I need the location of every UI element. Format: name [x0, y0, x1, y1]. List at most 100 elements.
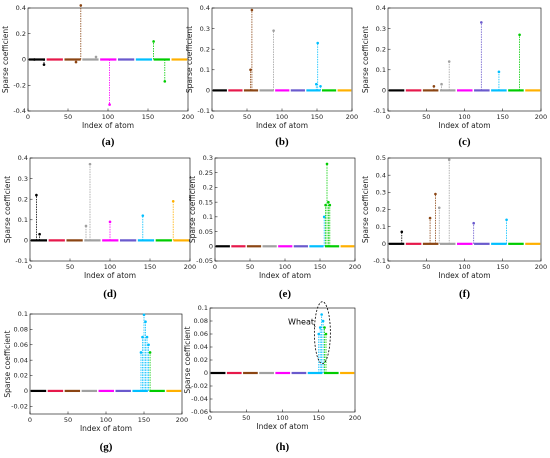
- y-tick-label: 0: [204, 369, 208, 377]
- y-tick-label: 0: [209, 242, 213, 250]
- x-tick-label: 150: [497, 113, 509, 121]
- x-tick-label: 50: [422, 263, 430, 271]
- stem-marker: [163, 80, 167, 83]
- plot-frame: [214, 157, 356, 262]
- x-tick-label: 200: [535, 263, 547, 271]
- y-tick-label: -0.4: [13, 107, 26, 115]
- stem-marker: [400, 230, 404, 234]
- stem-marker: [316, 41, 320, 45]
- x-tick-label: 100: [100, 416, 112, 424]
- stem-marker: [317, 332, 321, 336]
- x-axis-label: Index of atom: [438, 121, 490, 130]
- stem-marker: [315, 82, 318, 86]
- annotation-arrow: [313, 325, 316, 328]
- y-tick-label: -0.1: [373, 257, 386, 265]
- y-tick-label: -0.1: [197, 107, 210, 115]
- stem-marker: [324, 203, 327, 207]
- stem-marker: [250, 8, 254, 12]
- plot-frame: [387, 157, 542, 262]
- stem-marker: [108, 220, 112, 224]
- y-tick-label: 0.08: [194, 317, 208, 325]
- x-axis-label: Index of atom: [84, 271, 136, 280]
- y-tick-label: 0.2: [200, 45, 210, 53]
- x-tick-label: 50: [246, 263, 254, 271]
- x-tick-label: 200: [349, 263, 361, 271]
- stem-marker: [447, 60, 451, 63]
- y-tick-label: 0.4: [376, 171, 386, 179]
- wheat-highlight-ellipse: [313, 301, 331, 365]
- x-tick-label: 50: [64, 416, 72, 424]
- stem-marker: [88, 162, 92, 166]
- panel-caption: (d): [103, 288, 117, 300]
- stem-marker: [437, 206, 441, 210]
- y-tick-label: 0.3: [376, 25, 386, 33]
- stem-marker: [518, 33, 521, 37]
- stem-marker: [320, 313, 323, 316]
- annotation-label: Wheat: [288, 317, 314, 326]
- panel-caption: (e): [279, 288, 292, 300]
- y-tick-label: 0.1: [18, 310, 28, 318]
- x-tick-label: 0: [213, 263, 217, 271]
- x-tick-label: 150: [144, 263, 156, 271]
- stem-marker: [272, 29, 275, 32]
- x-tick-label: 0: [210, 113, 214, 121]
- x-tick-label: 150: [313, 414, 325, 422]
- panel-caption: (c): [458, 136, 471, 148]
- stem-marker: [318, 326, 322, 329]
- plot-frame: [29, 313, 183, 415]
- stem-marker: [322, 215, 326, 219]
- x-tick-label: 50: [66, 263, 74, 271]
- x-axis-label: Index of atom: [256, 422, 308, 431]
- x-tick-label: 50: [64, 113, 72, 121]
- y-tick-label: 0: [24, 387, 28, 395]
- stem-marker: [505, 218, 508, 222]
- y-tick-label: 0.02: [14, 372, 28, 380]
- stem-marker: [152, 40, 155, 43]
- y-axis-label: Sparse coefficient: [183, 326, 192, 393]
- y-tick-label: 0.25: [199, 169, 213, 177]
- plot-frame: [29, 157, 191, 262]
- y-tick-label: 0.1: [203, 213, 213, 221]
- y-tick-label: 0: [382, 240, 386, 248]
- y-tick-label: 0.08: [14, 326, 28, 334]
- stem-marker: [327, 200, 330, 204]
- y-tick-label: 0.04: [14, 356, 28, 364]
- x-tick-label: 200: [182, 113, 194, 121]
- stem-marker: [432, 84, 436, 88]
- stem-marker: [35, 193, 38, 197]
- plot-frame: [387, 7, 542, 112]
- stem-marker: [74, 60, 78, 64]
- y-tick-label: -0.02: [11, 403, 28, 411]
- x-tick-label: 150: [314, 263, 326, 271]
- panel-caption: (a): [102, 136, 115, 148]
- y-axis-label: Sparse coefficient: [3, 330, 12, 397]
- y-tick-label: 0: [24, 237, 28, 245]
- y-tick-label: 0.04: [194, 343, 208, 351]
- x-tick-label: 100: [104, 263, 116, 271]
- y-tick-label: 0.4: [18, 154, 28, 162]
- panel-h: -0.06 -0.04 -0.02 0 0.02 0.04 0.06 0.08 0.1 0 50 10…: [183, 301, 361, 453]
- y-tick-label: 0.02: [194, 356, 208, 364]
- y-tick-label: 0: [206, 87, 210, 95]
- y-tick-label: 0.2: [18, 195, 28, 203]
- y-tick-label: 0.06: [14, 341, 28, 349]
- y-tick-label: -0.1: [15, 257, 28, 265]
- stem-marker: [145, 335, 149, 339]
- y-axis-label: Sparse coefficient: [361, 176, 370, 243]
- x-tick-label: 150: [142, 113, 154, 121]
- plot-frame: [209, 307, 356, 413]
- x-tick-label: 100: [102, 113, 114, 121]
- x-axis-label: Index of atom: [256, 121, 308, 130]
- y-tick-label: -0.05: [196, 257, 213, 265]
- stem-marker: [497, 70, 501, 74]
- x-tick-label: 0: [28, 416, 32, 424]
- plot-frame: [211, 7, 353, 112]
- stem-marker: [171, 199, 175, 203]
- panel-caption: (h): [276, 441, 290, 453]
- y-tick-label: 0.4: [200, 4, 210, 12]
